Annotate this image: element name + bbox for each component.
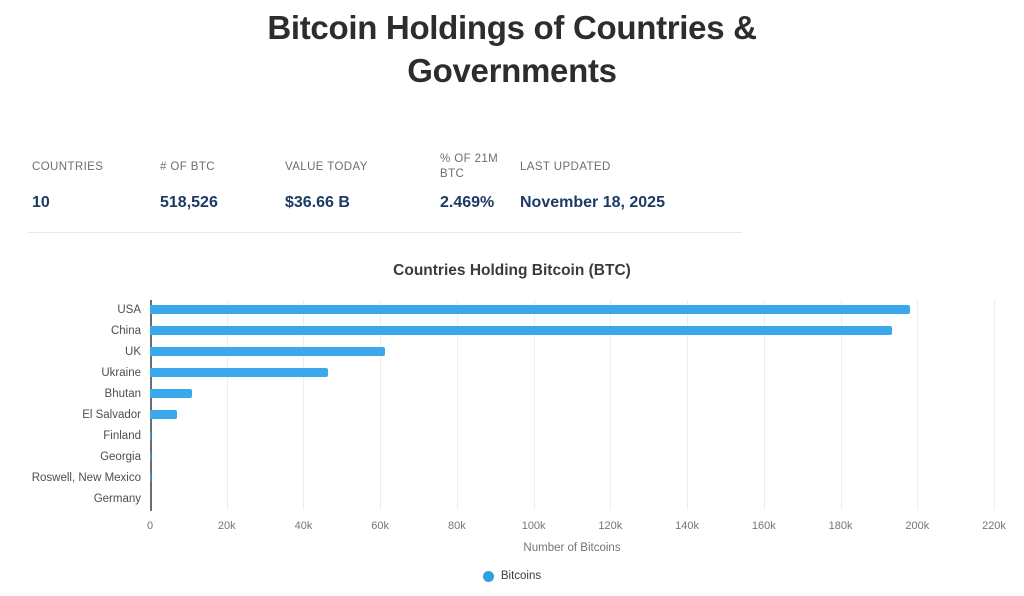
gridline: [917, 300, 919, 510]
stat-label-value-today: VALUE TODAY: [285, 160, 368, 173]
bar[interactable]: [150, 305, 910, 314]
bar-row: Finland: [103, 426, 994, 447]
stat-value-countries: 10: [32, 194, 50, 211]
y-axis-label: Bhutan: [104, 388, 141, 400]
y-axis-label: Georgia: [100, 451, 141, 463]
gridline: [687, 300, 689, 510]
y-axis-label: Finland: [103, 430, 141, 442]
stats-values-row: 10 518,526 $36.66 B 2.469% November 18, …: [32, 194, 732, 212]
stats-header-row: COUNTRIES # OF BTC VALUE TODAY % OF 21M …: [32, 150, 732, 184]
stat-label-num-btc: # OF BTC: [160, 160, 215, 173]
bar-row: Ukraine: [101, 363, 994, 384]
bar[interactable]: [150, 326, 893, 335]
page-title: Bitcoin Holdings of Countries & Governme…: [267, 9, 757, 89]
bar[interactable]: [150, 410, 178, 419]
bar-row: Bhutan: [105, 384, 994, 405]
gridline: [994, 300, 995, 510]
bar-row: China: [111, 321, 994, 342]
gridline: [303, 300, 305, 510]
stat-label-last-updated: LAST UPDATED: [520, 160, 611, 173]
stats-strip: COUNTRIES # OF BTC VALUE TODAY % OF 21M …: [32, 150, 732, 212]
x-tick-label: 40k: [294, 520, 313, 532]
bar[interactable]: [150, 368, 328, 377]
x-tick-label: 60k: [371, 520, 390, 532]
x-tick-label: 20k: [217, 520, 236, 532]
legend-item-bitcoins[interactable]: Bitcoins: [0, 570, 1024, 582]
bar[interactable]: [150, 389, 193, 398]
bar-row: Germany: [94, 489, 994, 510]
bar[interactable]: [150, 347, 385, 356]
x-tick-label: 220k: [982, 520, 1006, 532]
y-axis-label: China: [110, 325, 141, 337]
stat-label-pct-21m-btc: % OF 21M BTC: [440, 153, 499, 180]
gridline: [533, 300, 535, 510]
stat-label-countries: COUNTRIES: [32, 160, 104, 173]
stat-value-value-today: $36.66 B: [285, 194, 350, 211]
stats-divider: [28, 232, 742, 233]
bar-row: USA: [117, 300, 994, 321]
bar-row: Roswell, New Mexico: [32, 468, 994, 489]
stat-value-last-updated: November 18, 2025: [520, 194, 665, 211]
x-tick-label: 80k: [448, 520, 466, 532]
x-tick-label: 140k: [675, 520, 700, 532]
legend-marker-icon: [482, 570, 494, 582]
y-axis-label: USA: [117, 304, 141, 316]
y-axis-line: [150, 300, 152, 511]
bar-row: Georgia: [100, 447, 994, 468]
bar-row: UK: [125, 342, 994, 363]
x-tick-label: 180k: [828, 520, 853, 532]
y-axis-label: UK: [125, 346, 141, 358]
x-tick-label: 160k: [751, 520, 776, 532]
gridline: [610, 300, 612, 510]
y-axis-label: Ukraine: [101, 367, 141, 379]
legend-label: Bitcoins: [500, 570, 542, 582]
stat-value-pct-21m-btc: 2.469%: [440, 194, 495, 211]
x-axis-title: Number of Bitcoins: [523, 542, 621, 554]
gridline: [840, 300, 842, 510]
gridline: [456, 300, 458, 510]
x-tick-label: 120k: [598, 520, 623, 532]
x-tick-label: 200k: [905, 520, 930, 532]
y-axis-label: El Salvador: [82, 409, 141, 421]
bar-row: El Salvador: [82, 405, 994, 426]
chart-title: Countries Holding Bitcoin (BTC): [393, 262, 631, 279]
gridline: [226, 300, 228, 510]
gridline: [763, 300, 765, 510]
y-axis-label: Roswell, New Mexico: [31, 472, 141, 484]
bar-chart-plot: 0 20k 40k 60k 80k 100k 120k 140k 160k 180k 200k 220…: [32, 300, 1006, 532]
x-tick-label: 100k: [521, 520, 546, 532]
y-axis-label: Germany: [93, 493, 141, 505]
stat-value-num-btc: 518,526: [160, 194, 218, 211]
x-tick-label: 0: [146, 520, 154, 532]
gridline: [380, 300, 382, 510]
